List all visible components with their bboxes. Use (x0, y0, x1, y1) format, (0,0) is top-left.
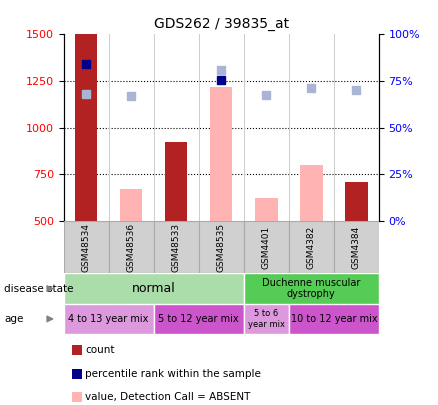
Text: disease state: disease state (4, 284, 74, 294)
Bar (154, 221, 199, 273)
Text: GSM4384: GSM4384 (352, 226, 361, 269)
Text: GSM48534: GSM48534 (81, 223, 91, 271)
Bar (244, 221, 289, 273)
Bar (345, 181, 367, 221)
Text: age: age (4, 314, 24, 324)
Text: GSM48535: GSM48535 (217, 222, 226, 272)
Text: count: count (85, 345, 115, 355)
Text: GSM4401: GSM4401 (262, 226, 271, 269)
Text: GSM48536: GSM48536 (127, 222, 136, 272)
Bar (199, 221, 244, 273)
Bar (289, 221, 334, 273)
Bar (64, 304, 154, 334)
Text: normal: normal (132, 282, 176, 295)
Text: 5 to 6
year mix: 5 to 6 year mix (248, 309, 285, 328)
Bar (244, 304, 289, 334)
Bar (154, 304, 244, 334)
Text: value, Detection Call = ABSENT: value, Detection Call = ABSENT (85, 392, 251, 402)
Bar (244, 273, 379, 304)
Bar (210, 87, 233, 221)
Bar (64, 273, 244, 304)
Text: GSM48533: GSM48533 (172, 222, 180, 272)
Text: Duchenne muscular
dystrophy: Duchenne muscular dystrophy (262, 278, 360, 299)
Text: percentile rank within the sample: percentile rank within the sample (85, 369, 261, 379)
Bar (120, 189, 142, 221)
Bar (334, 221, 379, 273)
Bar (75, 34, 97, 221)
Text: 4 to 13 year mix: 4 to 13 year mix (68, 314, 149, 324)
Title: GDS262 / 39835_at: GDS262 / 39835_at (154, 17, 289, 31)
Text: 5 to 12 year mix: 5 to 12 year mix (159, 314, 239, 324)
Text: GSM4382: GSM4382 (307, 226, 316, 269)
Bar (289, 304, 379, 334)
Bar (64, 221, 109, 273)
Bar (300, 165, 322, 221)
Bar (165, 143, 187, 221)
Bar (255, 198, 278, 221)
Bar (109, 221, 154, 273)
Text: 10 to 12 year mix: 10 to 12 year mix (290, 314, 377, 324)
